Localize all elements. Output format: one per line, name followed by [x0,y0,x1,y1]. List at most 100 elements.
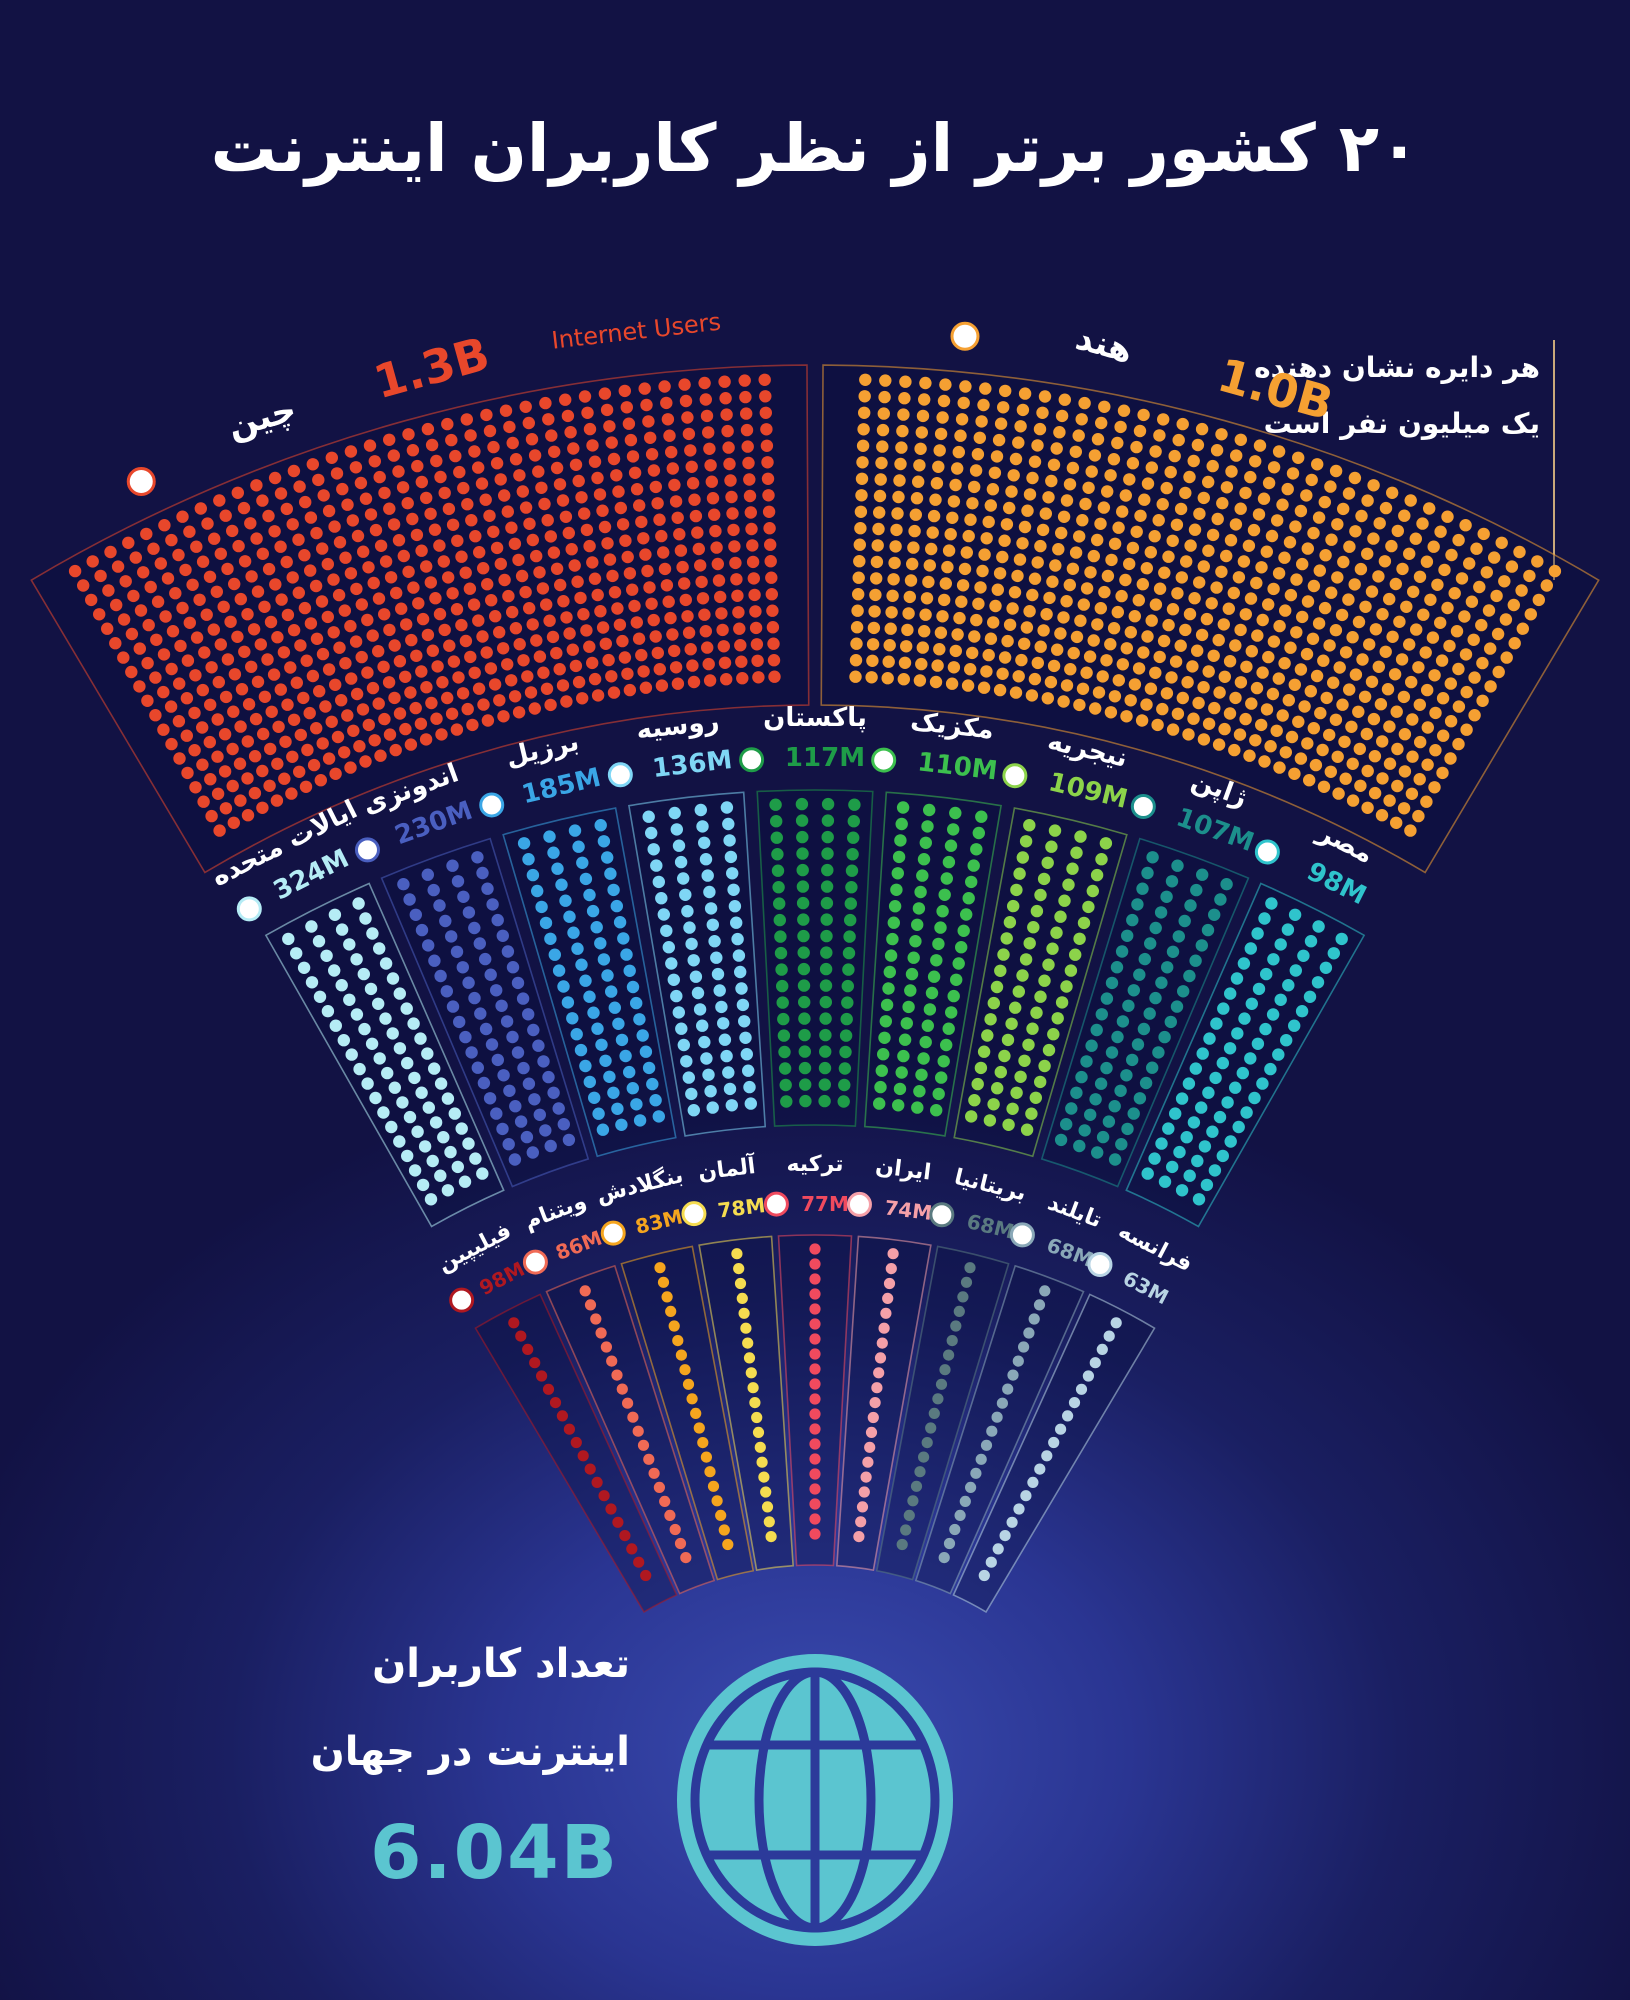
user-dot [761,456,774,469]
user-dot [238,555,252,568]
user-dot [1339,772,1352,785]
user-dot [438,623,451,637]
user-dot [742,456,755,470]
user-dot [400,618,413,631]
user-dot [664,1509,676,1521]
user-dot [1206,459,1219,473]
user-dot [1338,735,1351,748]
user-dot [603,1070,616,1084]
france-flag-icon [1087,1251,1113,1277]
user-dot [1531,555,1544,568]
user-dot [395,602,408,615]
user-dot [596,504,609,517]
user-dot [1026,588,1039,602]
user-dot [949,1523,961,1536]
user-dot [264,615,278,629]
user-dot [821,863,834,877]
user-dot [508,1153,522,1166]
user-dot [562,526,575,540]
user-dot [1218,670,1232,683]
user-dot [886,589,899,602]
user-dot [322,504,336,518]
user-dot [733,1263,745,1275]
user-dot [1011,569,1024,583]
user-dot [1014,1070,1027,1084]
user-dot [247,623,261,636]
user-dot [509,622,523,635]
user-dot [1180,555,1193,568]
user-dot [839,1029,853,1042]
user-dot [542,1070,555,1084]
user-dot [1255,718,1268,732]
user-dot [770,815,783,828]
user-dot [660,579,674,592]
user-dot [1088,449,1102,462]
user-dot [494,473,507,486]
user-dot [556,1410,569,1422]
user-dot [190,540,203,553]
user-dot [681,905,694,918]
user-dot [383,728,397,741]
user-dot [720,1049,733,1063]
user-dot [1345,720,1358,733]
user-dot [1188,523,1202,536]
user-dot [1473,580,1486,594]
user-dot [1240,660,1253,673]
user-dot [1126,457,1140,470]
user-dot [1181,676,1194,689]
user-dot [1272,1048,1285,1061]
user-dot [819,1028,832,1042]
user-dot [583,1075,596,1089]
user-dot [957,924,970,937]
user-dot [709,524,722,538]
user-dot [773,913,786,927]
user-dot [626,980,640,994]
user-dot [984,1013,997,1026]
user-dot [366,629,379,642]
user-dot [549,1397,562,1409]
user-dot [1023,937,1036,950]
user-dot [1047,458,1061,471]
user-dot [1174,502,1188,516]
user-dot [1416,517,1429,530]
user-dot [1346,757,1359,770]
user-dot [286,518,299,531]
user-dot [661,1291,673,1303]
user-dot [909,508,922,521]
user-dot [451,534,464,547]
user-dot [883,965,896,979]
user-dot [715,1509,727,1521]
user-dot [876,423,890,437]
user-dot [424,507,437,520]
user-dot [953,1305,965,1317]
user-dot [1429,706,1442,720]
user-dot [680,1055,693,1068]
user-dot [1523,569,1536,583]
user-dot [221,562,234,576]
user-dot [1282,979,1295,992]
user-dot [579,1059,592,1073]
user-dot [879,374,892,387]
user-dot [1279,604,1292,617]
user-dot [727,523,740,537]
user-dot [852,571,865,584]
user-dot [512,553,525,567]
user-dot [1087,634,1100,647]
user-dot [1158,566,1171,579]
user-dot [668,644,681,658]
user-dot [1069,546,1083,559]
user-dot [268,471,282,485]
user-dot [992,1543,1004,1555]
user-dot [953,611,966,625]
user-dot [429,592,442,605]
user-dot [878,1031,891,1045]
user-dot [1162,550,1175,563]
user-dot [866,654,879,667]
user-dot [698,1035,711,1049]
user-dot [357,967,370,981]
user-dot [777,1029,791,1042]
user-dot [966,497,979,510]
user-dot [441,1092,455,1105]
user-dot [591,1022,604,1035]
user-dot [512,706,526,719]
